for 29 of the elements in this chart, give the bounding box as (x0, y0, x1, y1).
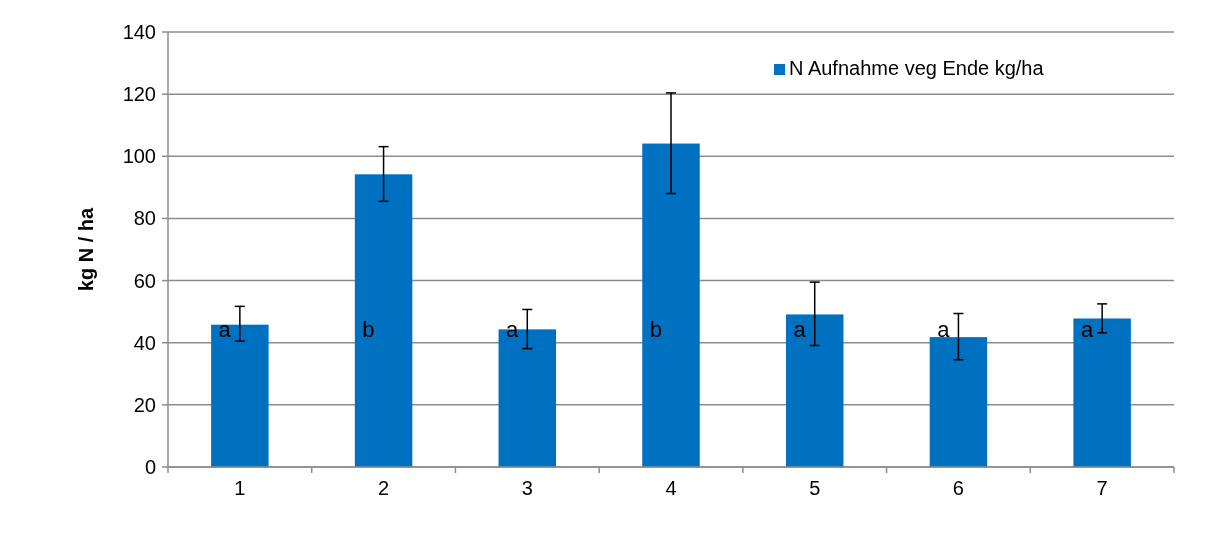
bar (354, 174, 413, 467)
bar (642, 143, 700, 467)
x-tick-label: 3 (521, 477, 533, 499)
x-tick-label: 7 (1096, 477, 1108, 499)
y-tick-label: 60 (133, 269, 156, 292)
y-tick-label: 140 (122, 21, 156, 43)
y-tick-label: 40 (133, 331, 156, 354)
legend-label: N Aufnahme veg Ende kg/ha (789, 57, 1045, 79)
y-tick-label: 100 (122, 145, 156, 168)
annotation: a (218, 317, 232, 343)
x-tick-label: 1 (234, 477, 246, 499)
x-tick-label: 6 (952, 477, 964, 499)
x-tick-label: 2 (378, 477, 390, 499)
bar (1073, 318, 1131, 467)
annotation: a (793, 317, 807, 343)
x-tick-label: 4 (665, 477, 677, 499)
y-axis-title: kg N / ha (75, 206, 97, 292)
y-tick-label: 20 (133, 393, 156, 416)
y-tick-label: 120 (122, 83, 156, 106)
x-tick-label: 5 (809, 477, 821, 499)
y-tick-label: 80 (133, 207, 156, 230)
bar (211, 324, 269, 467)
annotation: a (1080, 317, 1094, 343)
y-tick-label: 0 (144, 456, 156, 478)
bar (929, 337, 988, 467)
annotation: a (937, 317, 951, 343)
annotation: b (362, 317, 375, 343)
annotation: b (649, 317, 662, 343)
bar (785, 314, 844, 467)
